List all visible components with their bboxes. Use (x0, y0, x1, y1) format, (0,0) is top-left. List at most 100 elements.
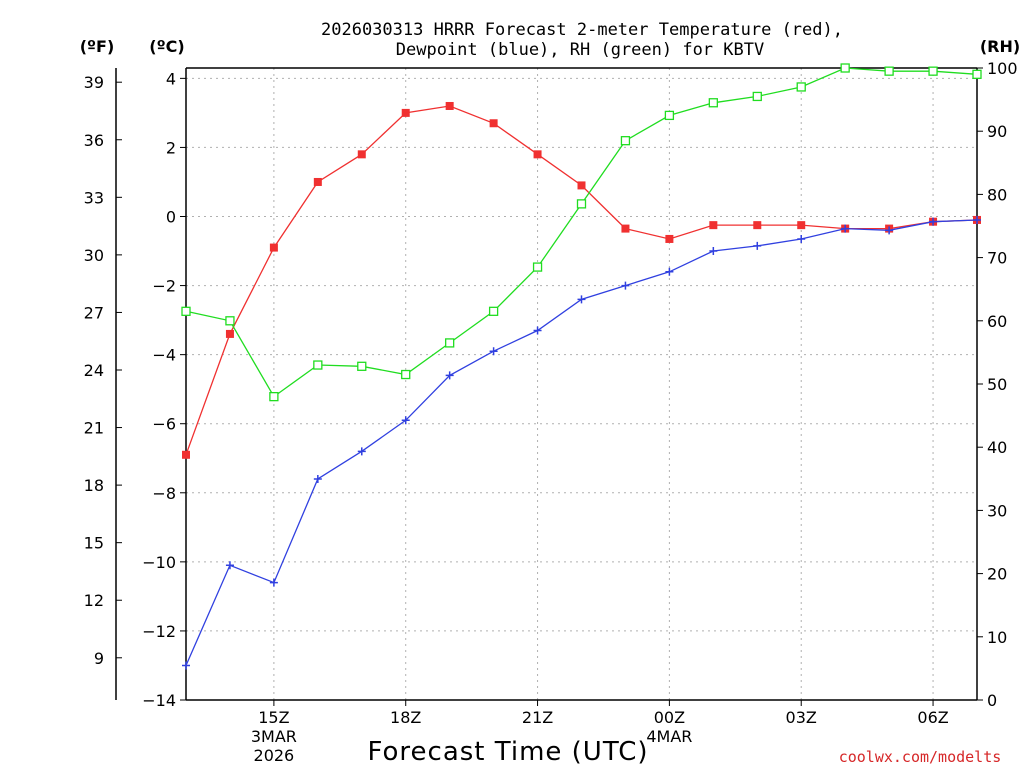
rh-point (840, 63, 850, 73)
dewpoint-point (445, 371, 454, 380)
dewpoint-point (797, 234, 806, 243)
dewpoint-point (269, 578, 278, 587)
rh-point (620, 136, 631, 146)
fahrenheit-tick-label: 24 (84, 361, 104, 380)
temperature-point (357, 150, 366, 159)
celsius-tick-label: 4 (166, 69, 176, 88)
rh-line (185, 67, 978, 398)
celsius-tick-label: −10 (142, 553, 176, 572)
temperature-point (533, 150, 542, 159)
x-tick-label: 21Z (522, 708, 553, 727)
rh-point (313, 360, 323, 370)
dewpoint-point (533, 326, 542, 335)
chart-title-line1: 2026030313 HRRR Forecast 2-meter Tempera… (321, 20, 843, 40)
temperature-point (709, 221, 718, 230)
temperature-point (313, 177, 322, 186)
rh-point (225, 316, 235, 326)
fahrenheit-tick-label: 12 (84, 591, 104, 610)
fahrenheit-tick-label: 39 (84, 73, 104, 92)
celsius-tick-label: −8 (152, 484, 176, 503)
celsius-tick-label: −2 (152, 277, 176, 296)
dewpoint-point (182, 661, 190, 670)
dewpoint-point (841, 224, 850, 233)
rh-point (972, 69, 982, 79)
rh-tick-label: 60 (987, 312, 1007, 331)
fahrenheit-tick-label: 9 (94, 649, 104, 668)
dewpoint-point (313, 474, 322, 483)
x-tick-label: 03Z (786, 708, 817, 727)
temperature-point (225, 329, 234, 338)
x-axis-label: Forecast Time (UTC) (367, 737, 648, 767)
axes: 420−2−4−6−8−10−12−1439363330272421181512… (84, 59, 1018, 765)
celsius-tick-label: 2 (166, 138, 176, 157)
celsius-tick-label: 0 (166, 208, 176, 227)
fahrenheit-tick-label: 36 (84, 131, 104, 150)
dewpoint-point (665, 267, 674, 276)
data-series (181, 63, 982, 670)
x-tick-label: 18Z (390, 708, 421, 727)
x-tick-label: 15Z (258, 708, 289, 727)
rh-tick-label: 70 (987, 249, 1007, 268)
rh-point (488, 306, 499, 316)
rh-tick-label: 0 (987, 691, 997, 710)
temperature-point (665, 234, 674, 243)
rh-tick-label: 20 (987, 565, 1007, 584)
rh-point (708, 98, 718, 108)
rh-point (664, 110, 675, 121)
rh-tick-label: 100 (987, 59, 1018, 78)
celsius-tick-label: −4 (152, 346, 176, 365)
rh-tick-label: 40 (987, 438, 1007, 457)
dewpoint-point (973, 215, 981, 224)
rh-point (181, 306, 191, 316)
dewpoint-point (753, 241, 762, 250)
x-tick-date-label: 4MAR (646, 727, 692, 746)
dewpoint-point (621, 281, 630, 290)
rh-unit-label: (RH) (980, 37, 1020, 56)
fahrenheit-tick-label: 15 (84, 534, 104, 553)
temperature-line (185, 105, 978, 456)
rh-point (752, 91, 762, 102)
fahrenheit-tick-label: 27 (84, 303, 104, 322)
x-tick-year-label: 2026 (254, 746, 295, 765)
rh-tick-label: 80 (987, 185, 1007, 204)
fahrenheit-tick-label: 18 (84, 476, 104, 495)
fahrenheit-unit-label: (ºF) (80, 37, 115, 56)
chart-title-line2: Dewpoint (blue), RH (green) for KBTV (396, 40, 764, 60)
dewpoint-point (489, 347, 498, 356)
temperature-point (269, 243, 278, 252)
dewpoint-point (357, 447, 366, 456)
dewpoint-point (709, 247, 718, 256)
rh-point (532, 262, 543, 272)
rh-point (357, 361, 367, 371)
rh-tick-label: 90 (987, 122, 1007, 141)
temperature-point (577, 181, 586, 190)
dewpoint-point (885, 226, 894, 235)
rh-point (796, 82, 806, 92)
dewpoint-line (185, 219, 978, 666)
rh-tick-label: 30 (987, 501, 1007, 520)
rh-point (576, 199, 587, 209)
temperature-point (401, 108, 410, 117)
temperature-point (753, 221, 762, 230)
celsius-tick-label: −12 (142, 622, 176, 641)
fahrenheit-tick-label: 21 (84, 419, 104, 438)
temperature-point (489, 119, 498, 128)
rh-point (884, 66, 894, 76)
temperature-point (797, 221, 806, 230)
rh-tick-label: 50 (987, 375, 1007, 394)
source-credit: coolwx.com/modelts (839, 748, 1002, 766)
rh-point (928, 66, 938, 76)
dewpoint-point (929, 217, 938, 226)
fahrenheit-tick-label: 33 (84, 188, 104, 207)
celsius-tick-label: −14 (142, 691, 176, 710)
dewpoint-point (577, 295, 586, 304)
grid-lines (186, 68, 977, 701)
dewpoint-point (401, 416, 410, 425)
temperature-point (182, 450, 190, 459)
x-tick-label: 06Z (917, 708, 948, 727)
rh-point (269, 391, 279, 402)
x-tick-label: 00Z (654, 708, 685, 727)
fahrenheit-tick-label: 30 (84, 246, 104, 265)
temperature-point (621, 224, 630, 233)
